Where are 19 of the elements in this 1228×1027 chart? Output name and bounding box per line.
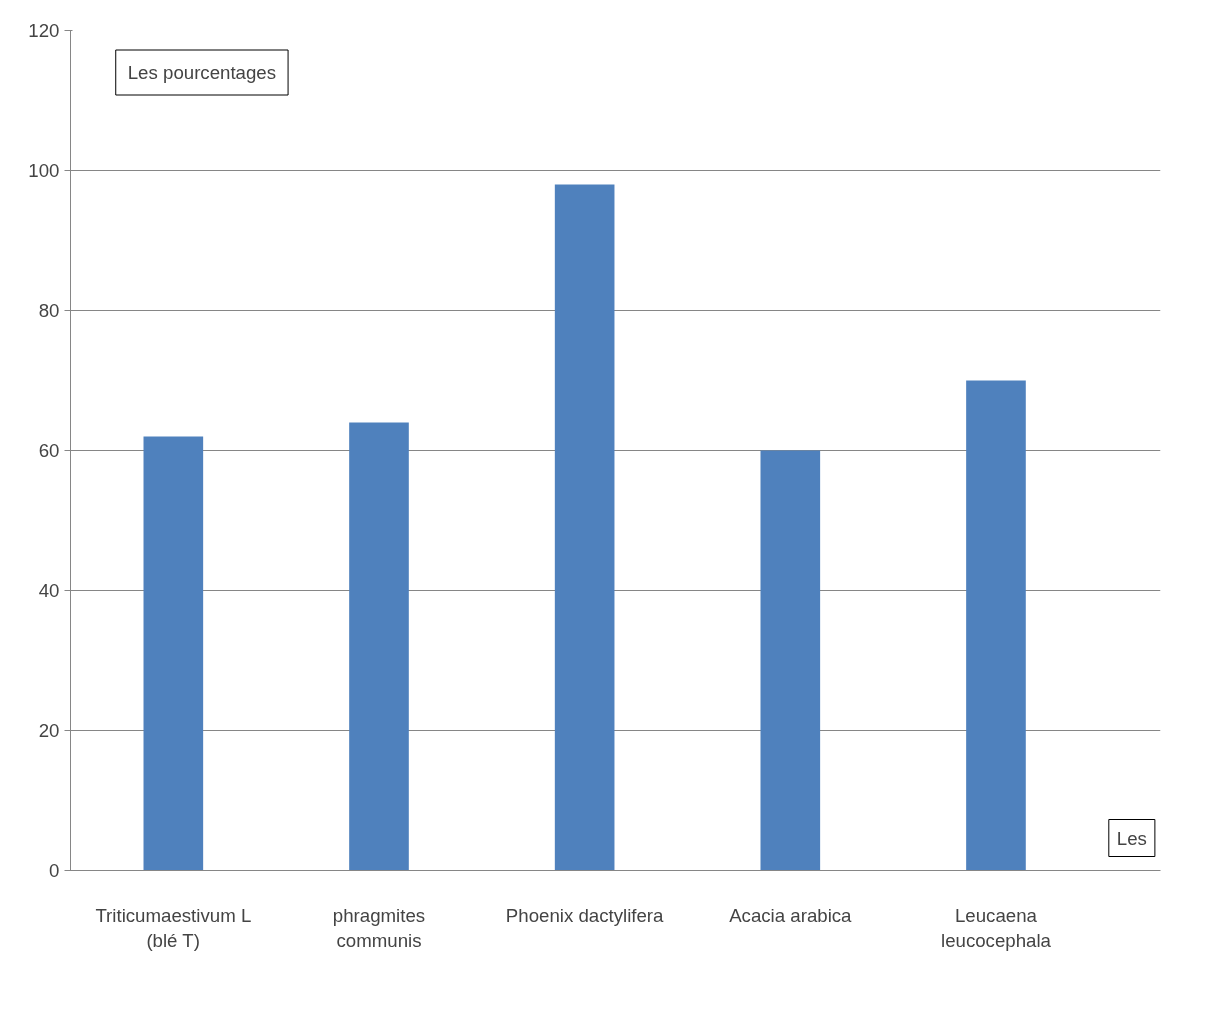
bar — [554, 184, 615, 871]
bar — [349, 422, 409, 871]
bar — [760, 450, 821, 871]
x-tick-label: Phoenix dactylifera — [505, 904, 665, 926]
x-axis-title: Les — [1116, 827, 1147, 849]
x-tick-label: Leucaena leucocephala — [941, 904, 1052, 951]
bar — [143, 436, 204, 871]
y-axis-title: Les pourcentages — [127, 62, 277, 83]
y-tick-label: 100 — [28, 160, 60, 181]
y-tick-label: 40 — [38, 580, 60, 601]
y-tick-label: 20 — [38, 720, 60, 741]
y-tick-label: 60 — [38, 440, 60, 461]
y-tick-label: 120 — [28, 20, 60, 41]
y-tick-label: 0 — [49, 860, 60, 881]
x-tick-label: Acacia arabica — [729, 904, 853, 926]
bar — [966, 380, 1026, 871]
x-tick-label: phragmites communis — [332, 904, 426, 951]
y-tick-label: 80 — [38, 300, 60, 321]
x-tick-label: Triticumaestivum L (blé T) — [95, 904, 252, 951]
